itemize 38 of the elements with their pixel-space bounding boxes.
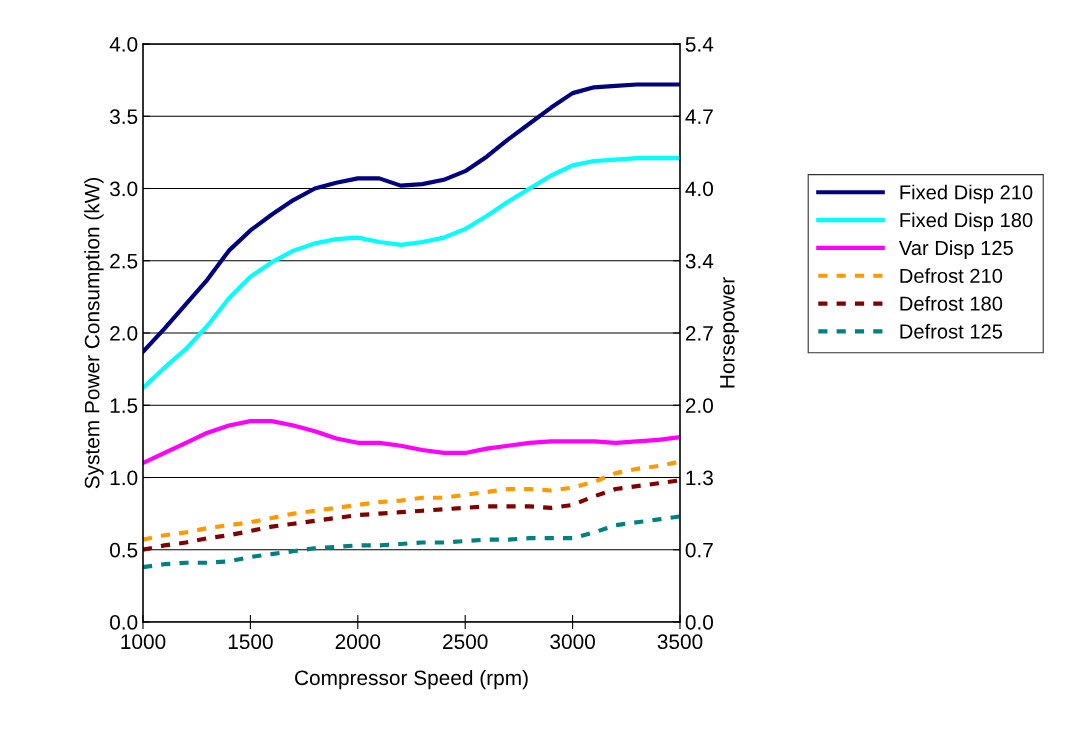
y-tick-label: 0.0 [109,615,138,630]
line-series [143,514,680,570]
y2-tick-label: 4.7 [685,109,713,124]
line-series [143,82,680,354]
y2-tick-label: 0.7 [685,542,713,558]
y2-axis-title: Horsepower [720,277,739,388]
y2-tick-label: 4.0 [685,181,714,197]
y2-tick-label: 0.0 [685,615,714,630]
legend-label: Defrost 180 [900,296,1003,311]
y-tick-label: 2.0 [110,326,138,341]
x-tick-label: 1000 [121,634,166,650]
legend-label: Fixed Disp 180 [900,212,1033,232]
y2-tick-label: 3.4 [685,253,714,269]
x-tick-label: 3500 [657,634,703,650]
y2-tick-label: 2.0 [685,398,714,413]
legend-label: Defrost 210 [900,268,1003,283]
y-tick-label: 3.0 [109,181,138,197]
legend-label: Fixed Disp 210 [900,184,1033,204]
y-tick-label: 1.5 [110,398,138,413]
y-axis-title: System Power Consumption (kW) [84,178,104,489]
x-tick-label: 1500 [228,634,273,650]
y2-tick-label: 5.4 [685,37,714,52]
y2-tick-label: 2.7 [685,326,713,341]
y-tick-label: 2.5 [110,253,138,269]
x-tick-label: 2000 [335,634,381,650]
legend-label: Var Disp 125 [898,240,1013,260]
y2-tick-label: 1.3 [686,470,713,486]
line-series [143,156,680,390]
line-series [143,419,680,466]
x-tick-label: 2500 [443,634,488,650]
legend-label: Defrost 125 [900,323,1003,339]
y-tick-label: 4.0 [109,37,138,52]
line-series [143,478,680,552]
x-axis-title: Compressor Speed (rpm) [295,669,528,690]
y-tick-label: 1.0 [110,470,138,486]
x-tick-label: 3000 [550,634,595,650]
y-tick-label: 0.5 [109,542,138,558]
y-tick-label: 3.5 [109,109,138,124]
